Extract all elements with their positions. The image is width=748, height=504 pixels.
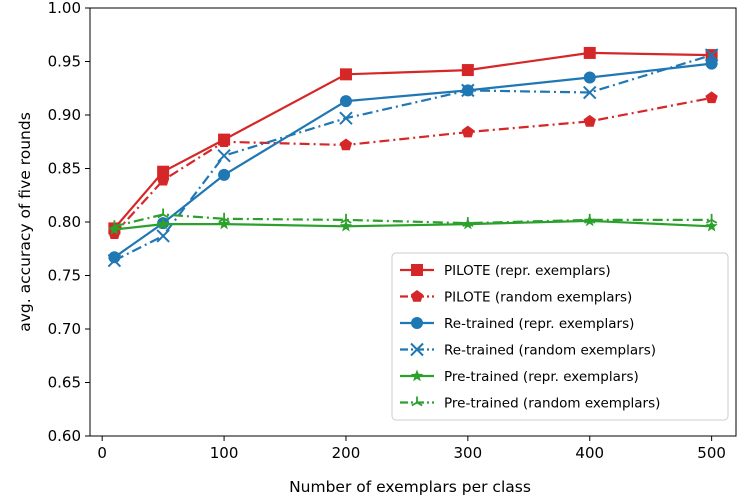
y-tick-label: 0.65 [48, 374, 81, 392]
data-point [583, 114, 596, 127]
x-tick-label: 0 [97, 444, 107, 462]
data-point [462, 217, 474, 227]
data-point [340, 213, 352, 224]
legend-label: Pre-trained (random exemplars) [444, 396, 660, 412]
x-axis-label: Number of exemplars per class [289, 478, 531, 496]
data-point [705, 213, 718, 224]
legend-item: Re-trained (repr. exemplars) [400, 316, 634, 332]
data-point [339, 219, 353, 232]
data-point [217, 148, 231, 163]
data-point [705, 57, 718, 70]
data-point [583, 46, 596, 59]
y-tick-label: 0.60 [48, 427, 81, 445]
data-point [461, 83, 475, 98]
y-tick-label: 0.80 [48, 213, 81, 231]
data-point [108, 223, 121, 235]
legend-item: PILOTE (repr. exemplars) [400, 263, 611, 279]
data-point [217, 135, 231, 147]
legend-marker [411, 317, 423, 329]
series-2 [108, 91, 718, 239]
data-point [583, 85, 597, 100]
legend-marker [410, 369, 424, 382]
legend-item: PILOTE (random exemplars) [400, 290, 632, 306]
x-tick-label: 300 [454, 444, 483, 462]
legend-item: Re-trained (random exemplars) [400, 343, 656, 359]
legend-box [391, 252, 729, 421]
data-point [705, 219, 718, 232]
data-point [339, 111, 353, 125]
y-tick-label: 0.95 [48, 53, 81, 71]
legend-marker [411, 264, 423, 276]
data-point [461, 64, 474, 77]
data-point [107, 253, 122, 268]
x-tick-label: 400 [575, 444, 604, 462]
legend-label: PILOTE (random exemplars) [444, 290, 632, 306]
data-point [339, 68, 352, 81]
data-point [217, 217, 231, 230]
y-tick-label: 0.85 [48, 160, 81, 178]
series-4 [107, 48, 719, 268]
data-point [705, 91, 718, 104]
legend-marker [410, 342, 424, 357]
legend: PILOTE (repr. exemplars) PILOTE (random e… [391, 252, 729, 421]
data-point [218, 212, 230, 223]
data-point [461, 125, 474, 138]
data-point [157, 165, 170, 178]
legend-item: Pre-trained (repr. exemplars) [400, 369, 639, 385]
data-point [108, 251, 121, 264]
data-point [157, 173, 170, 186]
data-point [157, 208, 169, 219]
y-tick-label: 0.90 [48, 106, 81, 124]
series-6 [108, 208, 718, 231]
legend-label: Re-trained (repr. exemplars) [444, 316, 634, 332]
legend-item: Pre-trained (random exemplars) [400, 396, 660, 412]
x-tick-label: 500 [697, 444, 726, 462]
data-point [157, 217, 170, 230]
y-tick-label: 0.75 [48, 267, 81, 285]
y-tick-label: 1.00 [48, 0, 81, 17]
y-tick-label: 0.70 [48, 320, 81, 338]
data-point [339, 138, 353, 151]
x-tick-label: 200 [332, 444, 361, 462]
data-point [156, 229, 170, 243]
data-point [218, 168, 231, 181]
legend-marker [411, 396, 423, 407]
data-point [108, 220, 121, 231]
data-point [339, 95, 352, 108]
data-point [584, 213, 596, 224]
legend-label: Re-trained (random exemplars) [444, 343, 656, 359]
data-point [583, 71, 596, 84]
legend-label: PILOTE (repr. exemplars) [444, 263, 611, 279]
legend-label: Pre-trained (repr. exemplars) [444, 369, 639, 385]
x-tick-label: 100 [210, 444, 239, 462]
y-axis-label: avg. accuracy of five rounds [16, 112, 34, 332]
legend-marker [410, 290, 424, 302]
data-point [704, 48, 719, 62]
